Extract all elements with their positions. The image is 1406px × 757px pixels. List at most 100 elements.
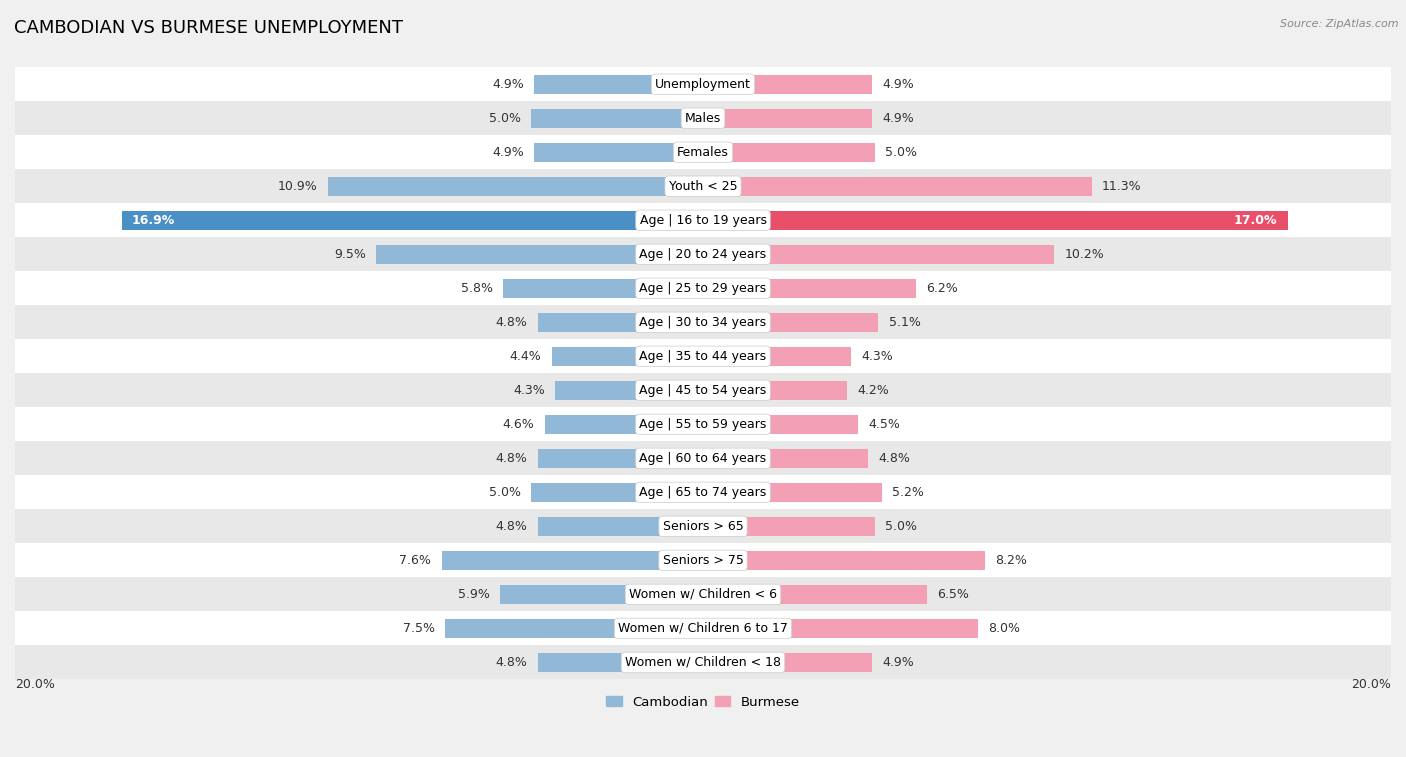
Text: Age | 20 to 24 years: Age | 20 to 24 years: [640, 248, 766, 261]
Bar: [15, 305, 1391, 339]
Text: 4.9%: 4.9%: [882, 656, 914, 669]
Legend: Cambodian, Burmese: Cambodian, Burmese: [600, 690, 806, 714]
Text: Age | 35 to 44 years: Age | 35 to 44 years: [640, 350, 766, 363]
Text: Females: Females: [678, 146, 728, 159]
Text: 9.5%: 9.5%: [335, 248, 366, 261]
Text: 4.8%: 4.8%: [879, 452, 910, 465]
Bar: [15, 475, 1391, 509]
Text: CAMBODIAN VS BURMESE UNEMPLOYMENT: CAMBODIAN VS BURMESE UNEMPLOYMENT: [14, 19, 404, 37]
Bar: [538, 449, 703, 468]
Text: Age | 30 to 34 years: Age | 30 to 34 years: [640, 316, 766, 329]
Text: Age | 60 to 64 years: Age | 60 to 64 years: [640, 452, 766, 465]
Text: Women w/ Children 6 to 17: Women w/ Children 6 to 17: [619, 622, 787, 635]
Bar: [15, 237, 1391, 271]
Text: 5.0%: 5.0%: [886, 520, 917, 533]
Text: 4.8%: 4.8%: [496, 452, 527, 465]
Bar: [15, 271, 1391, 305]
Text: 10.2%: 10.2%: [1064, 248, 1104, 261]
Bar: [503, 279, 703, 298]
Text: 4.2%: 4.2%: [858, 384, 890, 397]
Bar: [544, 415, 703, 434]
Bar: [703, 75, 872, 94]
Bar: [703, 245, 1054, 263]
Text: 10.9%: 10.9%: [278, 179, 318, 193]
Text: 20.0%: 20.0%: [15, 678, 55, 691]
Bar: [703, 551, 986, 570]
Bar: [15, 136, 1391, 170]
Bar: [15, 612, 1391, 646]
Bar: [15, 67, 1391, 101]
Text: Unemployment: Unemployment: [655, 78, 751, 91]
Bar: [703, 381, 848, 400]
Text: 6.5%: 6.5%: [936, 588, 969, 601]
Bar: [538, 517, 703, 536]
Text: Women w/ Children < 18: Women w/ Children < 18: [626, 656, 780, 669]
Text: 8.0%: 8.0%: [988, 622, 1021, 635]
Text: 4.9%: 4.9%: [492, 78, 524, 91]
Bar: [15, 578, 1391, 612]
Text: 5.9%: 5.9%: [458, 588, 489, 601]
Text: 4.9%: 4.9%: [882, 78, 914, 91]
Bar: [703, 653, 872, 671]
Bar: [534, 75, 703, 94]
Bar: [15, 646, 1391, 680]
Text: Women w/ Children < 6: Women w/ Children < 6: [628, 588, 778, 601]
Bar: [534, 143, 703, 161]
Bar: [15, 101, 1391, 136]
Text: Age | 16 to 19 years: Age | 16 to 19 years: [640, 213, 766, 227]
Bar: [538, 653, 703, 671]
Bar: [446, 619, 703, 638]
Bar: [15, 544, 1391, 578]
Text: Age | 55 to 59 years: Age | 55 to 59 years: [640, 418, 766, 431]
Bar: [15, 170, 1391, 204]
Text: 4.9%: 4.9%: [492, 146, 524, 159]
Bar: [703, 211, 1288, 229]
Text: 6.2%: 6.2%: [927, 282, 959, 294]
Bar: [531, 109, 703, 128]
Bar: [15, 509, 1391, 544]
Bar: [15, 204, 1391, 237]
Text: 17.0%: 17.0%: [1234, 213, 1278, 227]
Text: Age | 45 to 54 years: Age | 45 to 54 years: [640, 384, 766, 397]
Text: 5.0%: 5.0%: [489, 486, 520, 499]
Text: 4.9%: 4.9%: [882, 112, 914, 125]
Bar: [441, 551, 703, 570]
Text: 5.8%: 5.8%: [461, 282, 494, 294]
Bar: [328, 177, 703, 195]
Bar: [703, 143, 875, 161]
Bar: [703, 347, 851, 366]
Text: Age | 25 to 29 years: Age | 25 to 29 years: [640, 282, 766, 294]
Bar: [703, 449, 868, 468]
Bar: [531, 483, 703, 502]
Text: 4.8%: 4.8%: [496, 520, 527, 533]
Bar: [703, 279, 917, 298]
Text: 16.9%: 16.9%: [132, 213, 176, 227]
Text: Seniors > 75: Seniors > 75: [662, 554, 744, 567]
Bar: [501, 585, 703, 604]
Bar: [703, 313, 879, 332]
Text: 4.3%: 4.3%: [513, 384, 544, 397]
Bar: [703, 585, 927, 604]
Text: 7.6%: 7.6%: [399, 554, 432, 567]
Text: 4.5%: 4.5%: [868, 418, 900, 431]
Text: Source: ZipAtlas.com: Source: ZipAtlas.com: [1281, 19, 1399, 29]
Text: 20.0%: 20.0%: [1351, 678, 1391, 691]
Text: 4.3%: 4.3%: [862, 350, 893, 363]
Text: 4.6%: 4.6%: [503, 418, 534, 431]
Bar: [15, 339, 1391, 373]
Text: 11.3%: 11.3%: [1102, 179, 1142, 193]
Text: 8.2%: 8.2%: [995, 554, 1028, 567]
Text: 7.5%: 7.5%: [402, 622, 434, 635]
Bar: [538, 313, 703, 332]
Bar: [555, 381, 703, 400]
Text: 5.2%: 5.2%: [893, 486, 924, 499]
Bar: [15, 407, 1391, 441]
Bar: [377, 245, 703, 263]
Text: 5.0%: 5.0%: [886, 146, 917, 159]
Bar: [703, 517, 875, 536]
Text: 5.0%: 5.0%: [489, 112, 520, 125]
Bar: [703, 109, 872, 128]
Text: 4.4%: 4.4%: [509, 350, 541, 363]
Text: 4.8%: 4.8%: [496, 656, 527, 669]
Bar: [551, 347, 703, 366]
